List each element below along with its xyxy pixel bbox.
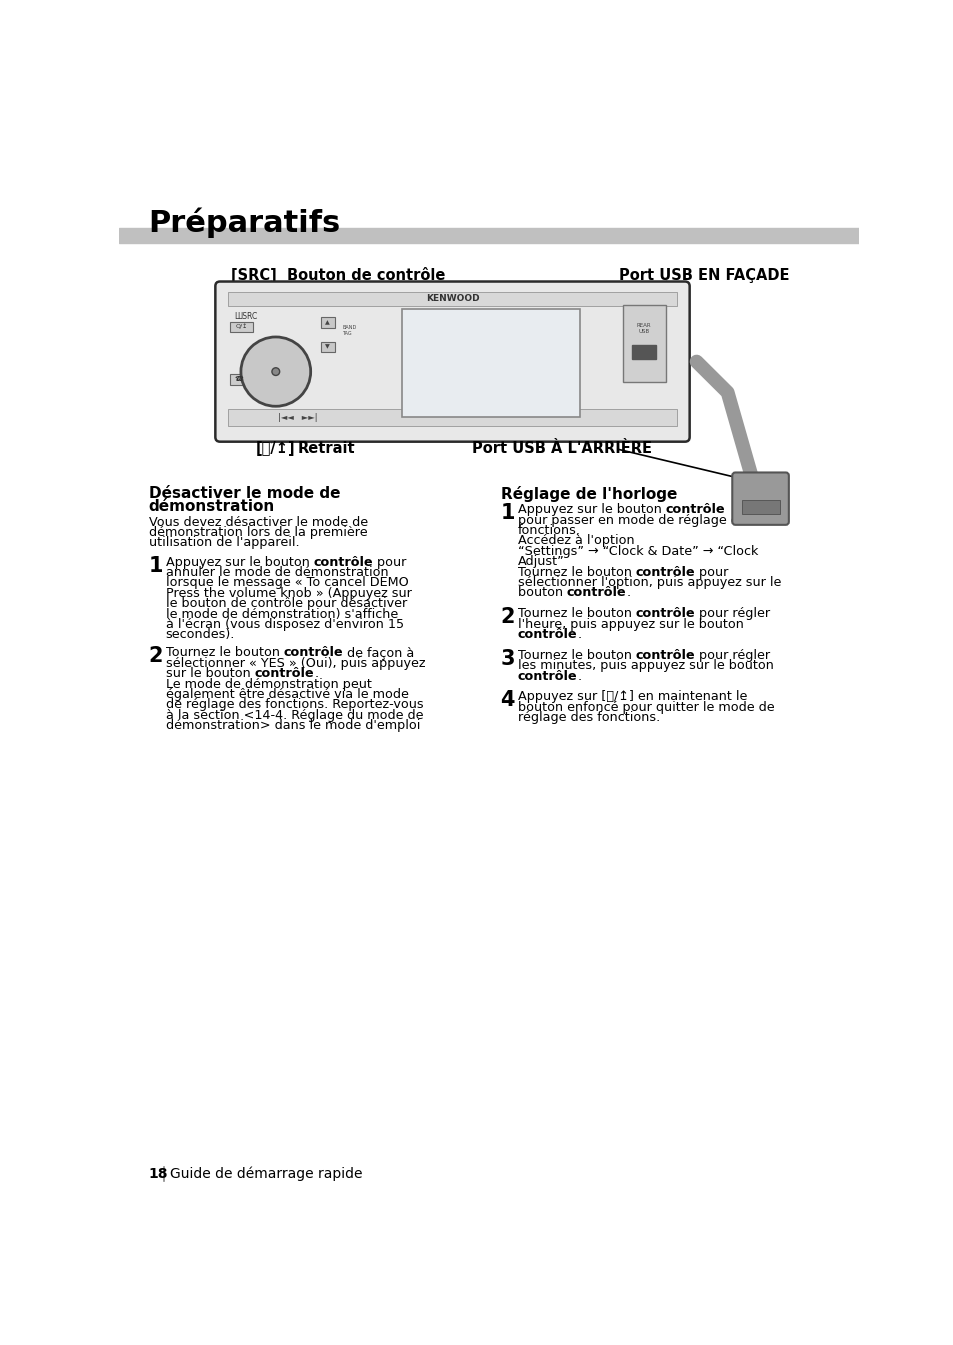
- Text: contrôle: contrôle: [254, 667, 314, 681]
- Bar: [402, 309, 579, 417]
- Text: Le mode de démonstration peut: Le mode de démonstration peut: [166, 678, 372, 691]
- Text: Port USB À L'ARRIÈRE: Port USB À L'ARRIÈRE: [472, 441, 651, 456]
- Text: l'heure, puis appuyez sur le bouton: l'heure, puis appuyez sur le bouton: [517, 617, 742, 631]
- Text: bouton: bouton: [517, 586, 566, 600]
- Bar: [320, 342, 335, 352]
- Text: 2: 2: [500, 607, 515, 627]
- Text: .: .: [577, 628, 580, 642]
- Text: contrôle: contrôle: [517, 628, 577, 642]
- Text: contrôle: contrôle: [635, 607, 695, 620]
- Text: Préparatifs: Préparatifs: [149, 208, 340, 238]
- Text: Guide de démarrage rapide: Guide de démarrage rapide: [171, 1166, 362, 1181]
- Bar: [230, 374, 247, 385]
- Text: .: .: [577, 670, 580, 683]
- Text: BAND
TAG: BAND TAG: [342, 325, 356, 336]
- Text: pour: pour: [373, 555, 406, 569]
- Text: Appuyez sur le bouton: Appuyez sur le bouton: [166, 555, 314, 569]
- Text: ШSRC: ШSRC: [233, 312, 257, 320]
- Text: |◄◄   ►►|: |◄◄ ►►|: [277, 413, 317, 422]
- Text: démonstration lors de la première: démonstration lors de la première: [149, 526, 367, 539]
- Circle shape: [241, 338, 311, 406]
- Text: ☎: ☎: [234, 377, 243, 382]
- Text: Press the volume knob » (Appuyez sur: Press the volume knob » (Appuyez sur: [166, 586, 411, 600]
- Text: contrôle: contrôle: [283, 647, 343, 659]
- Text: ▲: ▲: [325, 320, 330, 325]
- Text: contrôle: contrôle: [314, 555, 373, 569]
- Text: ▼: ▼: [325, 344, 330, 350]
- Text: lorsque le message « To cancel DEMO: lorsque le message « To cancel DEMO: [166, 577, 408, 589]
- Bar: [740, 500, 779, 514]
- Text: .: .: [314, 667, 318, 681]
- Bar: [230, 321, 253, 332]
- Text: fonctions.: fonctions.: [517, 525, 580, 537]
- Text: démonstration> dans le mode d'emploi: démonstration> dans le mode d'emploi: [166, 720, 419, 732]
- FancyBboxPatch shape: [215, 281, 689, 441]
- Text: pour: pour: [695, 566, 728, 578]
- Text: Réglage de l'horloge: Réglage de l'horloge: [500, 487, 677, 502]
- Text: 3: 3: [500, 648, 515, 668]
- Text: annuler le mode de démonstration: annuler le mode de démonstration: [166, 566, 388, 580]
- Text: le bouton de contrôle pour désactiver: le bouton de contrôle pour désactiver: [166, 597, 407, 611]
- Text: réglage des fonctions.: réglage des fonctions.: [517, 712, 659, 724]
- Text: REAR
USB: REAR USB: [637, 323, 651, 334]
- Text: les minutes, puis appuyez sur le bouton: les minutes, puis appuyez sur le bouton: [517, 659, 773, 672]
- Bar: [622, 305, 665, 382]
- Bar: [228, 409, 677, 426]
- Text: bouton enfoncé pour quitter le mode de: bouton enfoncé pour quitter le mode de: [517, 701, 774, 714]
- Bar: [632, 346, 655, 359]
- Text: sélectionner l'option, puis appuyez sur le: sélectionner l'option, puis appuyez sur …: [517, 576, 781, 589]
- Text: à l'écran (vous disposez d'environ 15: à l'écran (vous disposez d'environ 15: [166, 617, 403, 631]
- Text: secondes).: secondes).: [166, 628, 234, 642]
- Text: Q/↥: Q/↥: [235, 324, 248, 330]
- Bar: [228, 292, 677, 307]
- Text: Tournez le bouton: Tournez le bouton: [517, 648, 635, 662]
- Text: 4: 4: [500, 690, 515, 710]
- Text: Tournez le bouton: Tournez le bouton: [517, 566, 635, 578]
- FancyBboxPatch shape: [732, 472, 788, 525]
- Text: Tournez le bouton: Tournez le bouton: [166, 647, 283, 659]
- Text: Désactiver le mode de: Désactiver le mode de: [149, 487, 340, 502]
- Text: Tournez le bouton: Tournez le bouton: [517, 607, 635, 620]
- Text: utilisation de l'appareil.: utilisation de l'appareil.: [149, 537, 299, 549]
- Text: également être désactivé via le mode: également être désactivé via le mode: [166, 689, 408, 701]
- Text: [⌕/↥]: [⌕/↥]: [255, 441, 295, 456]
- Text: 1: 1: [149, 555, 163, 576]
- Text: 18: 18: [149, 1167, 168, 1181]
- Text: Adjust”: Adjust”: [517, 555, 564, 568]
- Bar: [119, 227, 858, 243]
- Text: le mode de démonstration) s'affiche: le mode de démonstration) s'affiche: [166, 608, 397, 620]
- Text: sur le bouton: sur le bouton: [166, 667, 254, 681]
- Text: 2: 2: [149, 647, 163, 667]
- Text: pour régler: pour régler: [695, 607, 769, 620]
- Text: Appuyez sur le bouton: Appuyez sur le bouton: [517, 503, 665, 516]
- Text: contrôle: contrôle: [665, 503, 724, 516]
- Text: Port USB EN FAÇADE: Port USB EN FAÇADE: [618, 268, 789, 282]
- Text: de façon à: de façon à: [343, 647, 415, 659]
- Text: Vous devez désactiver le mode de: Vous devez désactiver le mode de: [149, 515, 368, 529]
- Circle shape: [272, 367, 279, 375]
- Text: .: .: [626, 586, 630, 600]
- Text: de réglage des fonctions. Reportez-vous: de réglage des fonctions. Reportez-vous: [166, 698, 423, 712]
- Text: pour régler: pour régler: [695, 648, 769, 662]
- Text: Retrait: Retrait: [297, 441, 355, 456]
- Text: contrôle: contrôle: [566, 586, 626, 600]
- Text: Accédez à l'option: Accédez à l'option: [517, 534, 634, 547]
- Text: à la section <14-4. Réglage du mode de: à la section <14-4. Réglage du mode de: [166, 709, 423, 722]
- Text: Appuyez sur [⌕/↥] en maintenant le: Appuyez sur [⌕/↥] en maintenant le: [517, 690, 746, 703]
- Bar: [320, 317, 335, 328]
- Text: sélectionner « YES » (Oui), puis appuyez: sélectionner « YES » (Oui), puis appuyez: [166, 656, 425, 670]
- Text: pour passer en mode de réglage des: pour passer en mode de réglage des: [517, 514, 752, 527]
- Text: contrôle: contrôle: [635, 648, 695, 662]
- Text: contrôle: contrôle: [517, 670, 577, 683]
- Text: [SRC]  Bouton de contrôle: [SRC] Bouton de contrôle: [231, 268, 444, 284]
- Text: contrôle: contrôle: [635, 566, 695, 578]
- Text: démonstration: démonstration: [149, 499, 274, 514]
- Text: KENWOOD: KENWOOD: [425, 295, 478, 303]
- Text: 1: 1: [500, 503, 515, 523]
- Text: “Settings” → “Clock & Date” → “Clock: “Settings” → “Clock & Date” → “Clock: [517, 545, 758, 558]
